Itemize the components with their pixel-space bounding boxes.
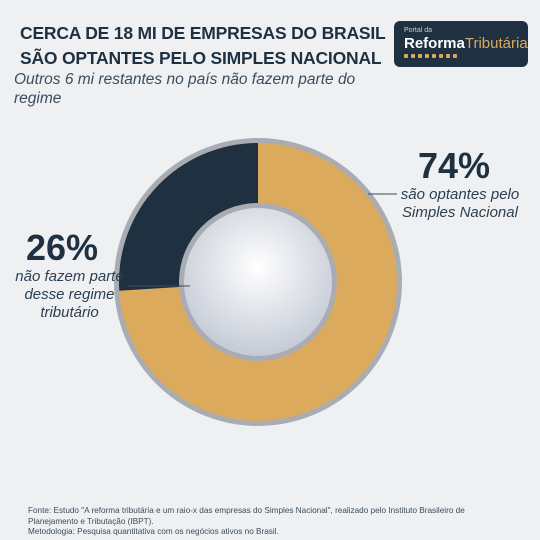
logo-word-tributaria: Tributária	[464, 35, 528, 52]
title-line-1: CERCA DE 18 MI DE EMPRESAS DO BRASIL	[12, 22, 386, 44]
data-label-optantes-value: 74%	[418, 145, 491, 186]
page-title-line-1: CERCA DE 18 MI DE EMPRESAS DO BRASIL	[20, 23, 386, 43]
footer: Fonte: Estudo "A reforma tributária e um…	[28, 506, 508, 538]
data-label-optantes-text: são optantes pelo Simples Nacional	[400, 186, 520, 221]
footer-methodology: Metodologia: Pesquisa quantitativa com o…	[28, 527, 279, 536]
page-title-line-2: SÃO OPTANTES PELO SIMPLES NACIONAL	[20, 48, 382, 68]
donut-center	[184, 208, 332, 356]
subtitle: Outros 6 mi restantes no país não fazem …	[14, 71, 356, 107]
logo-dots	[404, 54, 518, 58]
brand-logo: Portal da ReformaTributária	[394, 21, 528, 67]
logo-small-text: Portal da	[404, 27, 433, 34]
data-label-nao-optantes-text: não fazem parte desse regime tributário	[15, 268, 124, 321]
data-label-nao-optantes-value: 26%	[26, 227, 99, 268]
title-line-2: SÃO OPTANTES PELO SIMPLES NACIONAL	[12, 47, 382, 69]
footer-source: Fonte: Estudo "A reforma tributária e um…	[28, 506, 465, 526]
logo-word-reforma: Reforma	[404, 35, 465, 52]
title-block: CERCA DE 18 MI DE EMPRESAS DO BRASIL SÃO…	[12, 22, 386, 72]
logo-main-text: ReformaTributária	[404, 35, 528, 53]
